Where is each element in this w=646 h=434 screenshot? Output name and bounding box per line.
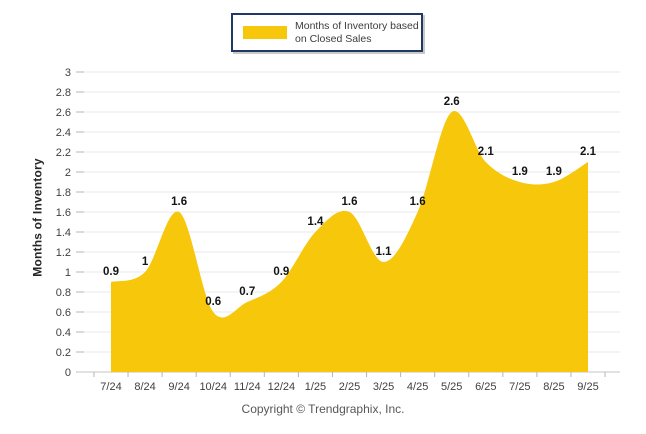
- x-tick-label: 11/24: [234, 381, 261, 393]
- data-label: 0.7: [239, 286, 255, 298]
- legend-label: Months of Inventory based on Closed Sale…: [295, 20, 419, 46]
- legend-label-line1: Months of Inventory based: [295, 19, 419, 32]
- legend-swatch-icon: [243, 26, 287, 39]
- y-tick-label: 1.4: [56, 227, 71, 239]
- data-label: 1.9: [546, 166, 562, 178]
- data-label: 0.9: [103, 266, 119, 278]
- copyright-text: Copyright © Trendgraphix, Inc.: [241, 402, 405, 416]
- x-tick-label: 9/24: [168, 381, 189, 393]
- data-label: 1: [142, 256, 149, 268]
- data-label: 1.4: [307, 216, 324, 228]
- y-tick-label: 0.4: [56, 327, 71, 339]
- y-tick-label: 2.2: [56, 147, 71, 159]
- x-tick-label: 7/25: [509, 381, 530, 393]
- data-label: 2.1: [478, 146, 495, 158]
- data-label: 1.6: [342, 196, 358, 208]
- y-tick-label: 0.6: [56, 307, 71, 319]
- y-tick-label: 3: [65, 67, 71, 79]
- data-label: 1.1: [376, 246, 393, 258]
- data-label: 1.6: [410, 196, 426, 208]
- x-tick-label: 8/25: [543, 381, 564, 393]
- data-label: 2.1: [580, 146, 597, 158]
- y-tick-label: 0.2: [56, 347, 71, 359]
- y-tick-label: 2.6: [56, 107, 71, 119]
- y-tick-label: 0: [65, 367, 71, 379]
- x-tick-label: 12/24: [268, 381, 296, 393]
- data-label: 0.9: [273, 266, 289, 278]
- inventory-area-series: [111, 111, 588, 373]
- x-tick-label: 6/25: [475, 381, 496, 393]
- x-tick-label: 8/24: [134, 381, 155, 393]
- y-tick-label: 2.4: [56, 127, 71, 139]
- y-axis-title: Months of Inventory: [30, 158, 45, 277]
- x-tick-label: 3/25: [373, 381, 394, 393]
- x-tick-label: 5/25: [441, 381, 462, 393]
- y-tick-label: 0.8: [56, 287, 71, 299]
- y-tick-label: 1.6: [56, 207, 71, 219]
- data-label: 1.9: [512, 166, 528, 178]
- y-tick-label: 1.2: [56, 247, 71, 259]
- x-tick-label: 1/25: [305, 381, 326, 393]
- x-tick-label: 10/24: [199, 381, 227, 393]
- data-label: 1.6: [171, 196, 187, 208]
- x-tick-label: 9/25: [577, 381, 598, 393]
- y-tick-label: 1: [65, 267, 71, 279]
- legend-label-line2: on Closed Sales: [295, 32, 372, 45]
- data-label: 2.6: [444, 96, 460, 108]
- x-tick-label: 2/25: [339, 381, 360, 393]
- y-tick-label: 2: [65, 167, 71, 179]
- data-label: 0.6: [205, 296, 221, 308]
- x-tick-label: 7/24: [100, 381, 121, 393]
- x-tick-label: 4/25: [407, 381, 428, 393]
- y-tick-label: 1.8: [56, 187, 71, 199]
- y-tick-label: 2.8: [56, 87, 71, 99]
- legend: Months of Inventory based on Closed Sale…: [231, 13, 423, 52]
